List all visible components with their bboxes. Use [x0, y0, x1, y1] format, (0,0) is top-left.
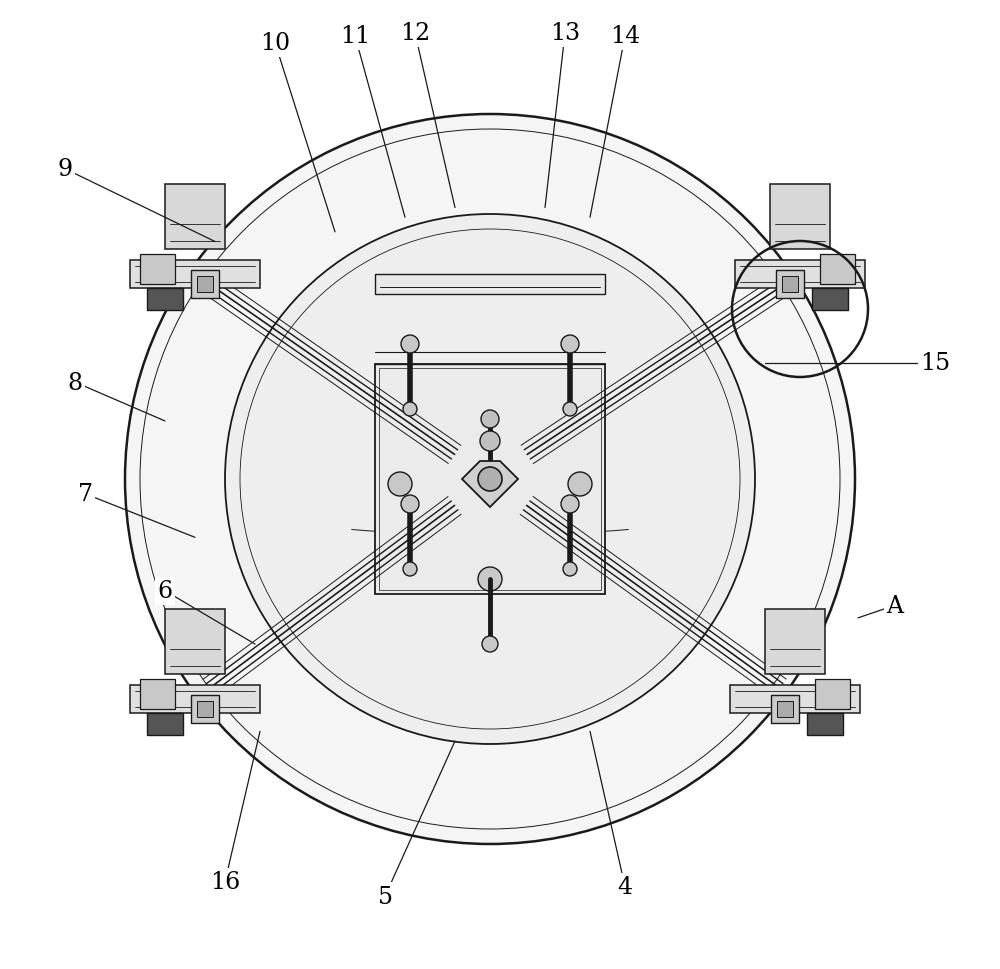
Polygon shape — [807, 713, 843, 735]
Text: 14: 14 — [610, 25, 640, 48]
Circle shape — [401, 495, 419, 514]
Polygon shape — [815, 679, 850, 709]
Text: 9: 9 — [57, 158, 73, 181]
Polygon shape — [147, 713, 183, 735]
Text: 8: 8 — [67, 371, 83, 394]
Text: 15: 15 — [920, 352, 950, 375]
Bar — [197, 277, 213, 293]
Text: 6: 6 — [157, 579, 173, 603]
Polygon shape — [730, 685, 860, 713]
Circle shape — [225, 215, 755, 744]
Text: 5: 5 — [378, 885, 393, 908]
Circle shape — [481, 411, 499, 428]
Text: 13: 13 — [550, 22, 580, 46]
Bar — [191, 270, 219, 298]
Polygon shape — [140, 679, 175, 709]
Circle shape — [388, 473, 412, 496]
Polygon shape — [165, 610, 225, 674]
Circle shape — [568, 473, 592, 496]
Circle shape — [561, 335, 579, 354]
Bar — [771, 696, 799, 723]
Text: 7: 7 — [78, 483, 93, 506]
Bar — [375, 364, 605, 594]
Text: 16: 16 — [210, 870, 240, 893]
Text: A: A — [887, 594, 904, 617]
Circle shape — [563, 402, 577, 417]
Bar — [197, 702, 213, 717]
Text: 12: 12 — [400, 22, 430, 46]
Polygon shape — [735, 261, 865, 289]
Polygon shape — [820, 255, 855, 285]
Circle shape — [563, 562, 577, 577]
Circle shape — [125, 115, 855, 844]
Polygon shape — [812, 289, 848, 311]
Bar — [191, 696, 219, 723]
Text: 10: 10 — [260, 32, 290, 55]
Bar — [776, 270, 804, 298]
Polygon shape — [130, 261, 260, 289]
Bar — [379, 368, 601, 590]
Polygon shape — [770, 185, 830, 250]
Circle shape — [482, 637, 498, 652]
Bar — [782, 277, 798, 293]
Circle shape — [480, 431, 500, 452]
Circle shape — [403, 562, 417, 577]
Circle shape — [401, 335, 419, 354]
Polygon shape — [140, 255, 175, 285]
Polygon shape — [462, 461, 518, 508]
Polygon shape — [165, 185, 225, 250]
Circle shape — [561, 495, 579, 514]
Circle shape — [478, 467, 502, 491]
Bar — [777, 702, 793, 717]
Circle shape — [403, 402, 417, 417]
Polygon shape — [147, 289, 183, 311]
Polygon shape — [765, 610, 825, 674]
Text: 4: 4 — [617, 875, 633, 898]
Polygon shape — [375, 275, 605, 295]
Text: 11: 11 — [340, 25, 370, 48]
Circle shape — [478, 568, 502, 591]
Polygon shape — [130, 685, 260, 713]
